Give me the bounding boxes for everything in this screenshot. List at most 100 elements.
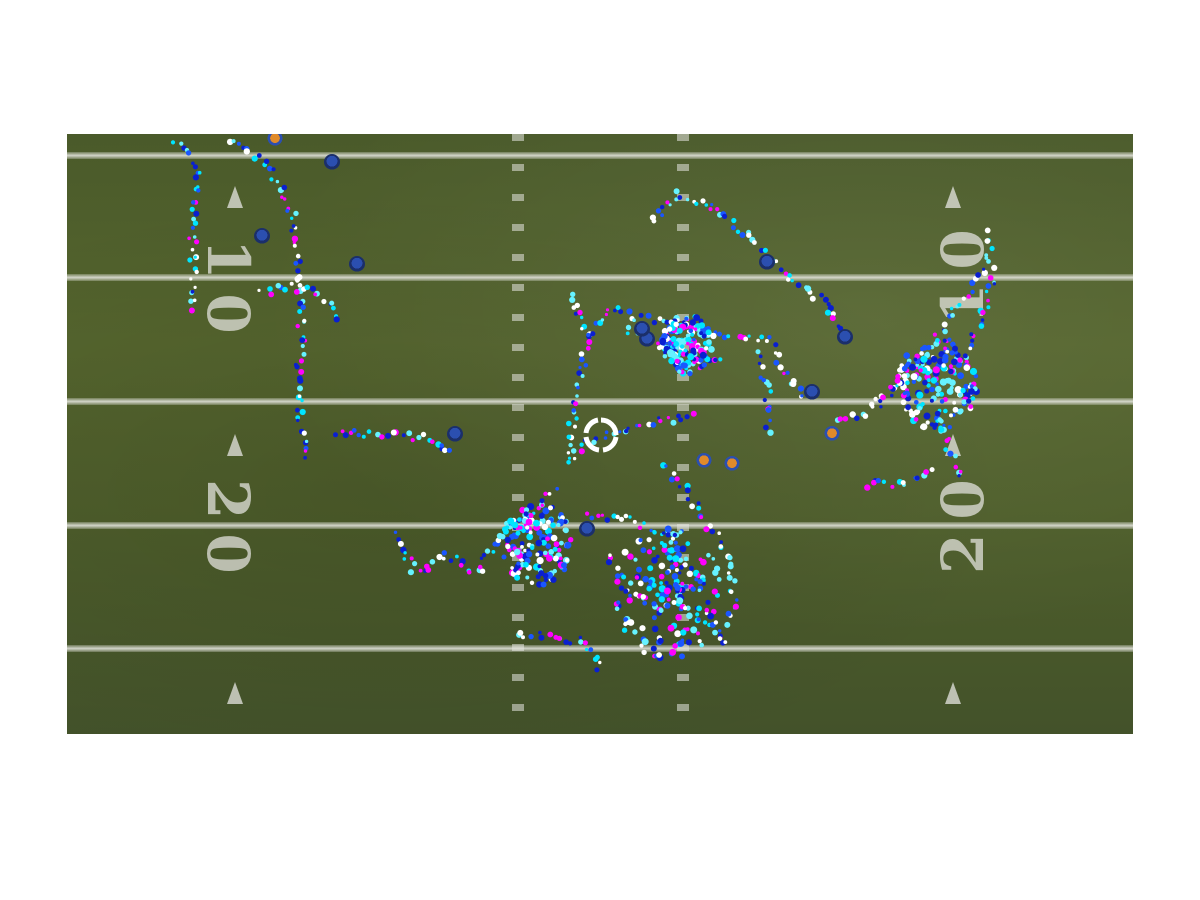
tracking-dot	[690, 586, 696, 592]
tracking-dot	[671, 471, 677, 476]
tracking-dot	[566, 451, 571, 455]
tracking-dot	[710, 203, 714, 207]
tracking-dot	[724, 621, 731, 628]
tracking-dot	[786, 277, 791, 282]
tracking-dot	[548, 549, 555, 555]
tracking-dot	[621, 548, 629, 556]
tracking-dot	[682, 562, 688, 568]
tracking-dot	[243, 148, 250, 155]
tracking-dot	[441, 556, 446, 561]
tracking-dot	[666, 326, 673, 332]
tracking-dot	[616, 600, 621, 605]
tracking-dot	[701, 581, 706, 586]
tracking-dot	[412, 561, 418, 567]
tracking-dot	[543, 577, 549, 583]
tracking-dot	[930, 355, 938, 363]
tracking-dot	[646, 585, 652, 592]
tracking-dot	[679, 653, 685, 660]
tracking-dot	[192, 220, 199, 226]
tracking-dot	[659, 337, 667, 345]
tracking-dot	[263, 158, 270, 164]
tracking-dot	[519, 506, 526, 514]
tracking-dot	[673, 341, 680, 347]
tracking-dot	[510, 566, 514, 570]
tracking-dot	[662, 353, 668, 359]
tracking-dot	[580, 374, 585, 378]
tracking-dot	[963, 383, 969, 390]
tracking-dot	[409, 556, 414, 561]
tracking-dot	[703, 346, 709, 351]
tracking-dot	[294, 364, 300, 370]
tracking-dot	[499, 533, 506, 540]
tracking-dot	[969, 332, 974, 337]
tracking-dot	[968, 346, 973, 351]
tracking-dot	[685, 497, 691, 502]
tracking-dot	[569, 296, 576, 303]
player-marker	[824, 426, 840, 442]
tracking-dot	[623, 617, 629, 622]
tracking-dot	[947, 425, 952, 430]
tracking-dot	[671, 573, 679, 580]
tracking-dot	[686, 341, 690, 346]
tracking-dot	[664, 464, 668, 468]
tracking-dot	[949, 413, 953, 418]
tracking-dot	[768, 389, 774, 394]
tracking-dot	[516, 570, 521, 576]
tracking-dot	[962, 353, 968, 359]
tracking-dot	[762, 397, 767, 403]
tracking-dot	[600, 318, 605, 322]
tracking-dot	[670, 336, 677, 342]
tracking-dot	[576, 370, 583, 376]
tracking-dot	[687, 353, 695, 361]
tracking-dot	[664, 319, 670, 325]
tracking-dot	[504, 536, 511, 544]
tracking-dot	[935, 338, 940, 343]
tracking-dot	[185, 150, 192, 156]
tracking-dot	[634, 575, 640, 580]
tracking-dot	[950, 313, 955, 318]
tracking-dot	[673, 188, 680, 195]
tracking-dot	[578, 351, 585, 357]
tracking-dot	[639, 643, 644, 648]
tracking-dot	[605, 559, 613, 566]
tracking-dot	[571, 408, 576, 413]
tracking-dot	[920, 355, 928, 363]
tracking-dot	[676, 413, 681, 419]
tracking-dot	[297, 377, 304, 384]
tracking-dot	[570, 291, 576, 297]
tracking-dot	[600, 513, 605, 517]
tracking-dot	[957, 392, 963, 398]
tracking-dot	[722, 213, 728, 219]
tracking-dot	[665, 570, 670, 575]
tracking-dot	[553, 541, 560, 548]
tracking-dot	[300, 343, 305, 349]
tracking-dot	[700, 558, 707, 566]
tracking-dot	[566, 420, 572, 427]
tracking-dot	[429, 559, 436, 565]
tracking-dot	[905, 380, 910, 386]
tracking-dot	[580, 327, 584, 331]
player-marker	[634, 321, 650, 337]
tracking-dot	[698, 357, 704, 363]
tracking-dot	[479, 556, 484, 560]
tracking-dot	[700, 198, 706, 204]
tracking-dot	[981, 269, 988, 277]
tracking-dot	[949, 350, 955, 356]
tracking-dot	[680, 638, 685, 643]
tracking-dot	[512, 532, 516, 537]
tracking-dot	[941, 363, 946, 368]
tracking-dot	[940, 378, 945, 383]
tracking-dot	[664, 602, 671, 609]
tracking-dot	[829, 315, 836, 322]
tracking-dot	[677, 485, 682, 489]
tracking-dot	[397, 540, 404, 547]
tracking-dot	[556, 522, 561, 527]
tracking-dot	[726, 571, 731, 575]
tracking-dot	[542, 507, 550, 515]
player-marker	[447, 426, 463, 442]
tracking-dot	[528, 530, 533, 535]
tracking-dot	[873, 396, 878, 402]
tracking-dot	[356, 432, 361, 438]
tracking-dot	[269, 177, 274, 182]
tracking-dot	[756, 338, 760, 343]
